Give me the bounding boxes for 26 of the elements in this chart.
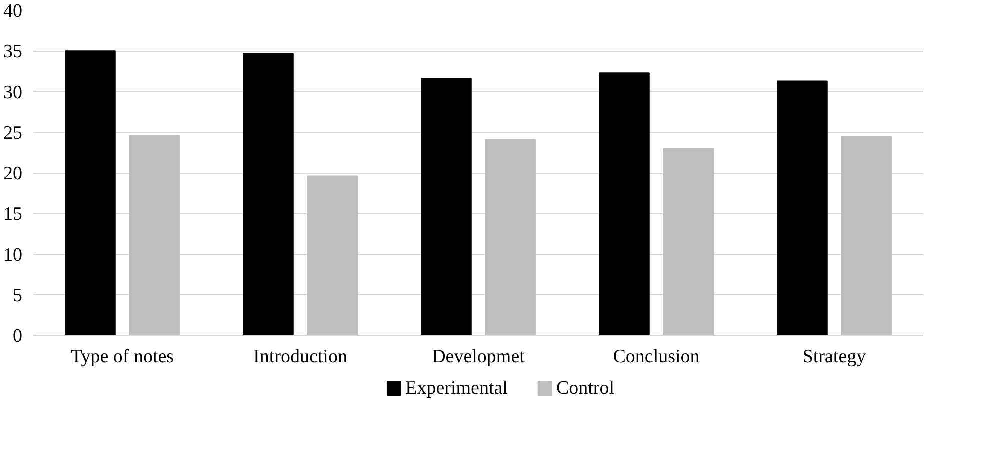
bar [65, 50, 116, 336]
y-tick-label: 15 [4, 204, 22, 226]
x-tick-label: Introduction [254, 346, 348, 368]
bar [243, 53, 294, 336]
bar [129, 135, 180, 336]
x-tick-label: Conclusion [613, 346, 700, 368]
x-tick-label: Type of notes [70, 346, 174, 368]
bar [485, 139, 536, 336]
y-tick-label: 35 [4, 42, 22, 63]
bar [777, 80, 828, 336]
x-tick-label: Developmet [432, 346, 526, 368]
y-tick-label: 5 [13, 285, 22, 306]
y-tick-label: 10 [4, 244, 22, 266]
y-tick-label: 25 [4, 122, 22, 144]
bar [421, 78, 472, 336]
y-tick-label: 30 [4, 82, 22, 104]
x-tick-label: Strategy [802, 346, 867, 368]
bar [307, 176, 358, 336]
y-tick-label: 20 [4, 164, 22, 184]
legend-label: Experimental [406, 378, 508, 399]
bar [599, 72, 650, 336]
bar [663, 148, 714, 336]
bar [841, 136, 892, 336]
y-tick-label: 0 [13, 326, 22, 347]
legend-label: Control [556, 378, 615, 399]
y-tick-label: 40 [4, 1, 22, 22]
